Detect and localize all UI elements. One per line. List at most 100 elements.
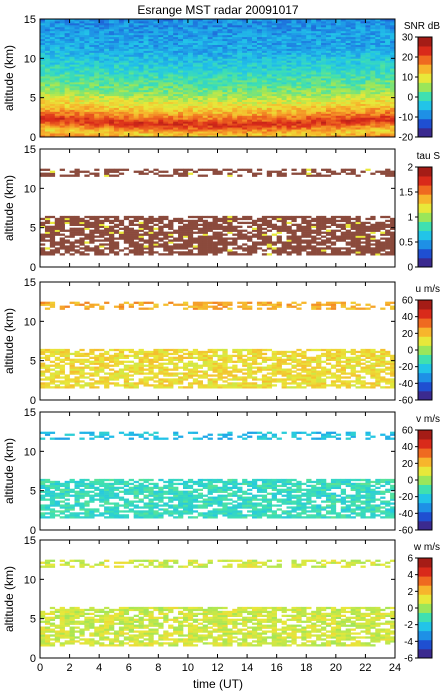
heatmap-cell — [89, 117, 95, 120]
heatmap-cell — [54, 217, 61, 221]
heatmap-cell — [296, 70, 302, 73]
heatmap-cell — [89, 101, 95, 104]
heatmap-cell — [89, 91, 95, 95]
heatmap-cell — [54, 78, 61, 81]
heatmap-cell — [227, 68, 233, 71]
heatmap-cell — [355, 105, 361, 108]
heatmap-cell — [345, 95, 352, 99]
heatmap-cell — [335, 20, 342, 24]
heatmap-cell — [109, 245, 115, 248]
heatmap-cell — [192, 60, 199, 63]
heatmap-cell — [143, 60, 149, 63]
heatmap-cell — [212, 243, 218, 246]
heatmap-cell — [89, 87, 95, 91]
heatmap-cell — [365, 68, 371, 71]
heatmap-cell — [79, 34, 85, 38]
heatmap-cell — [355, 58, 361, 61]
y-tick-label: 15 — [24, 14, 36, 26]
heatmap-cell — [375, 105, 381, 108]
heatmap-cell — [365, 115, 371, 118]
heatmap-cell — [306, 30, 312, 34]
heatmap-cell — [266, 107, 273, 110]
heatmap-cell — [316, 58, 322, 61]
heatmap-cell — [330, 103, 337, 106]
heatmap-cell — [173, 48, 179, 51]
heatmap-cell — [143, 72, 149, 75]
heatmap-cell — [380, 76, 386, 79]
heatmap-cell — [330, 107, 337, 110]
heatmap-cell — [340, 74, 347, 77]
heatmap-cell — [138, 215, 144, 219]
heatmap-cell — [212, 251, 218, 254]
heatmap-cell — [187, 22, 194, 26]
heatmap-cell — [128, 243, 134, 246]
heatmap-cell — [94, 79, 100, 83]
heatmap-cell — [74, 239, 80, 242]
heatmap-cell — [49, 38, 56, 42]
heatmap-cell — [64, 111, 70, 114]
heatmap-cell — [237, 50, 243, 53]
heatmap-cell — [325, 101, 332, 104]
heatmap-cell — [168, 133, 174, 136]
heatmap-cell — [89, 127, 95, 130]
heatmap-cell — [197, 40, 204, 43]
heatmap-cell — [212, 40, 218, 43]
heatmap-cell — [276, 121, 282, 124]
heatmap-cell — [345, 64, 352, 67]
heatmap-cell — [321, 83, 327, 87]
heatmap-cell — [94, 34, 100, 38]
heatmap-cell — [291, 127, 297, 130]
heatmap-cell — [281, 74, 287, 77]
heatmap-cell — [227, 30, 233, 34]
heatmap-cell — [79, 83, 85, 87]
heatmap-cell — [178, 129, 184, 132]
heatmap-cell — [207, 68, 213, 71]
heatmap-cell — [335, 30, 342, 34]
heatmap-cell — [227, 225, 233, 228]
heatmap-cell — [301, 93, 307, 97]
heatmap-cell — [99, 235, 105, 238]
heatmap-cell — [202, 66, 209, 69]
heatmap-cell — [104, 231, 110, 234]
heatmap-cell — [247, 135, 253, 138]
heatmap-cell — [301, 101, 307, 104]
heatmap-cell — [222, 68, 228, 71]
heatmap-cell — [385, 99, 391, 102]
heatmap-cell — [276, 127, 282, 130]
heatmap-cell — [173, 245, 179, 248]
heatmap-cell — [113, 78, 120, 81]
heatmap-cell — [182, 62, 189, 65]
heatmap-cell — [330, 123, 337, 126]
heatmap-cell — [266, 93, 273, 97]
heatmap-cell — [49, 81, 56, 85]
heatmap-cell — [316, 64, 322, 67]
heatmap-cell — [128, 127, 135, 130]
heatmap-cell — [59, 229, 65, 232]
heatmap-cell — [385, 109, 391, 112]
heatmap-cell — [222, 66, 228, 69]
heatmap-cell — [266, 105, 273, 108]
heatmap-cell — [178, 34, 184, 38]
heatmap-cell — [281, 52, 287, 55]
heatmap-cell — [340, 89, 347, 93]
heatmap-cell — [158, 56, 164, 59]
heatmap-cell — [54, 109, 61, 112]
heatmap-cell — [168, 253, 174, 256]
heatmap-cell — [375, 91, 381, 95]
heatmap-cell — [94, 239, 100, 242]
heatmap-cell — [64, 91, 70, 95]
heatmap-cell — [59, 109, 66, 112]
heatmap-cell — [109, 237, 115, 240]
heatmap-cell — [207, 20, 213, 24]
heatmap-cell — [335, 121, 342, 124]
heatmap-cell — [242, 95, 248, 99]
heatmap-cell — [104, 129, 110, 132]
heatmap-cell — [40, 81, 46, 85]
heatmap-cell — [217, 56, 223, 59]
heatmap-cell — [207, 249, 213, 252]
heatmap-cell — [79, 74, 85, 77]
heatmap-cell — [138, 97, 144, 101]
heatmap-cell — [133, 97, 140, 101]
heatmap-cell — [118, 97, 125, 101]
